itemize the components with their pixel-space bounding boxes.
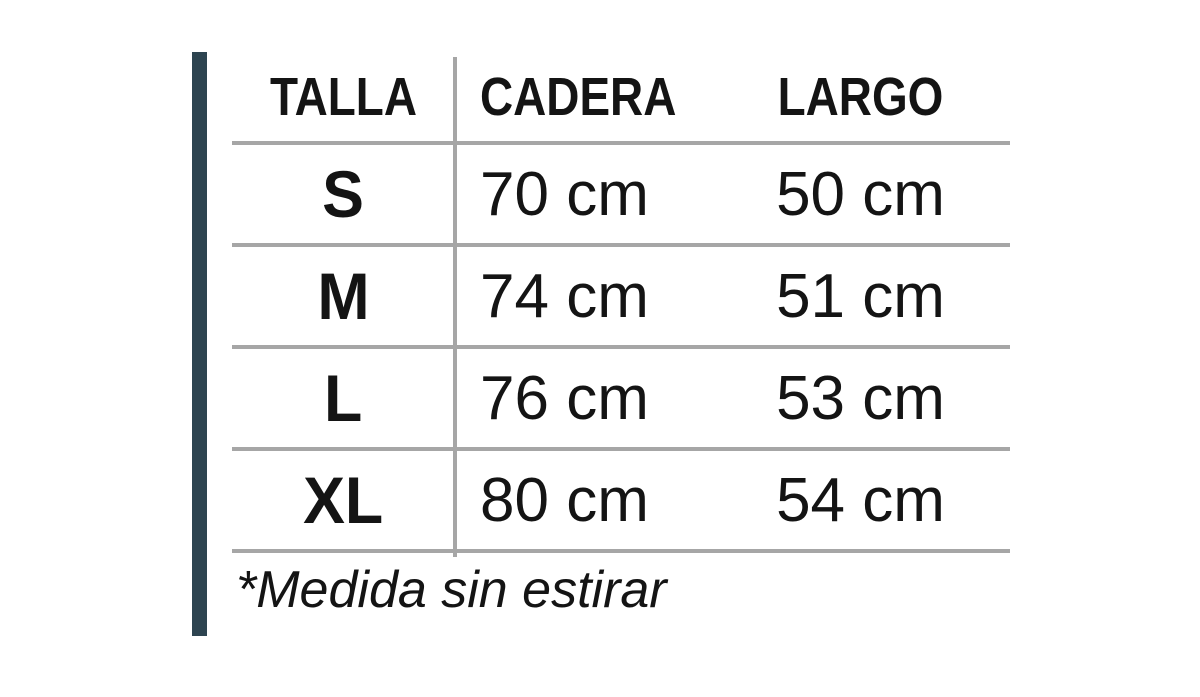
cadera-value: 80 cm <box>480 465 649 535</box>
cadera-value: 74 cm <box>480 261 649 331</box>
largo-value: 53 cm <box>776 363 945 433</box>
accent-bar <box>192 52 207 636</box>
column-header-cadera: CADERA <box>455 66 736 128</box>
cell-talla: XL <box>232 462 455 538</box>
column-header-largo-label: LARGO <box>777 66 944 127</box>
cell-cadera: 70 cm <box>455 159 736 230</box>
size-label: L <box>324 361 363 435</box>
table-row-m: M 74 cm 51 cm <box>232 247 1010 349</box>
table-row-s: S 70 cm 50 cm <box>232 145 1010 247</box>
cell-largo: 53 cm <box>736 363 1010 434</box>
cadera-value: 70 cm <box>480 159 649 229</box>
size-label: M <box>317 259 370 333</box>
cell-talla: S <box>232 156 455 232</box>
footnote: *Medida sin estirar <box>236 561 667 619</box>
column-header-talla-label: TALLA <box>269 66 417 127</box>
size-label: S <box>322 157 365 231</box>
largo-value: 51 cm <box>776 261 945 331</box>
column-header-cadera-label: CADERA <box>480 66 677 127</box>
header-row: TALLA CADERA LARGO <box>232 52 1010 145</box>
size-chart-table: TALLA CADERA LARGO S 70 cm 50 cm M <box>232 52 1010 557</box>
cell-largo: 50 cm <box>736 159 1010 230</box>
column-divider <box>453 57 457 557</box>
cell-largo: 54 cm <box>736 465 1010 536</box>
size-label: XL <box>303 463 384 537</box>
column-header-talla: TALLA <box>232 66 455 128</box>
cadera-value: 76 cm <box>480 363 649 433</box>
cell-cadera: 80 cm <box>455 465 736 536</box>
table-row-xl: XL 80 cm 54 cm <box>232 451 1010 553</box>
table-row-l: L 76 cm 53 cm <box>232 349 1010 451</box>
cell-largo: 51 cm <box>736 261 1010 332</box>
cell-cadera: 76 cm <box>455 363 736 434</box>
cell-talla: M <box>232 258 455 334</box>
cell-cadera: 74 cm <box>455 261 736 332</box>
largo-value: 50 cm <box>776 159 945 229</box>
cell-talla: L <box>232 360 455 436</box>
column-header-largo: LARGO <box>736 66 1010 128</box>
largo-value: 54 cm <box>776 465 945 535</box>
